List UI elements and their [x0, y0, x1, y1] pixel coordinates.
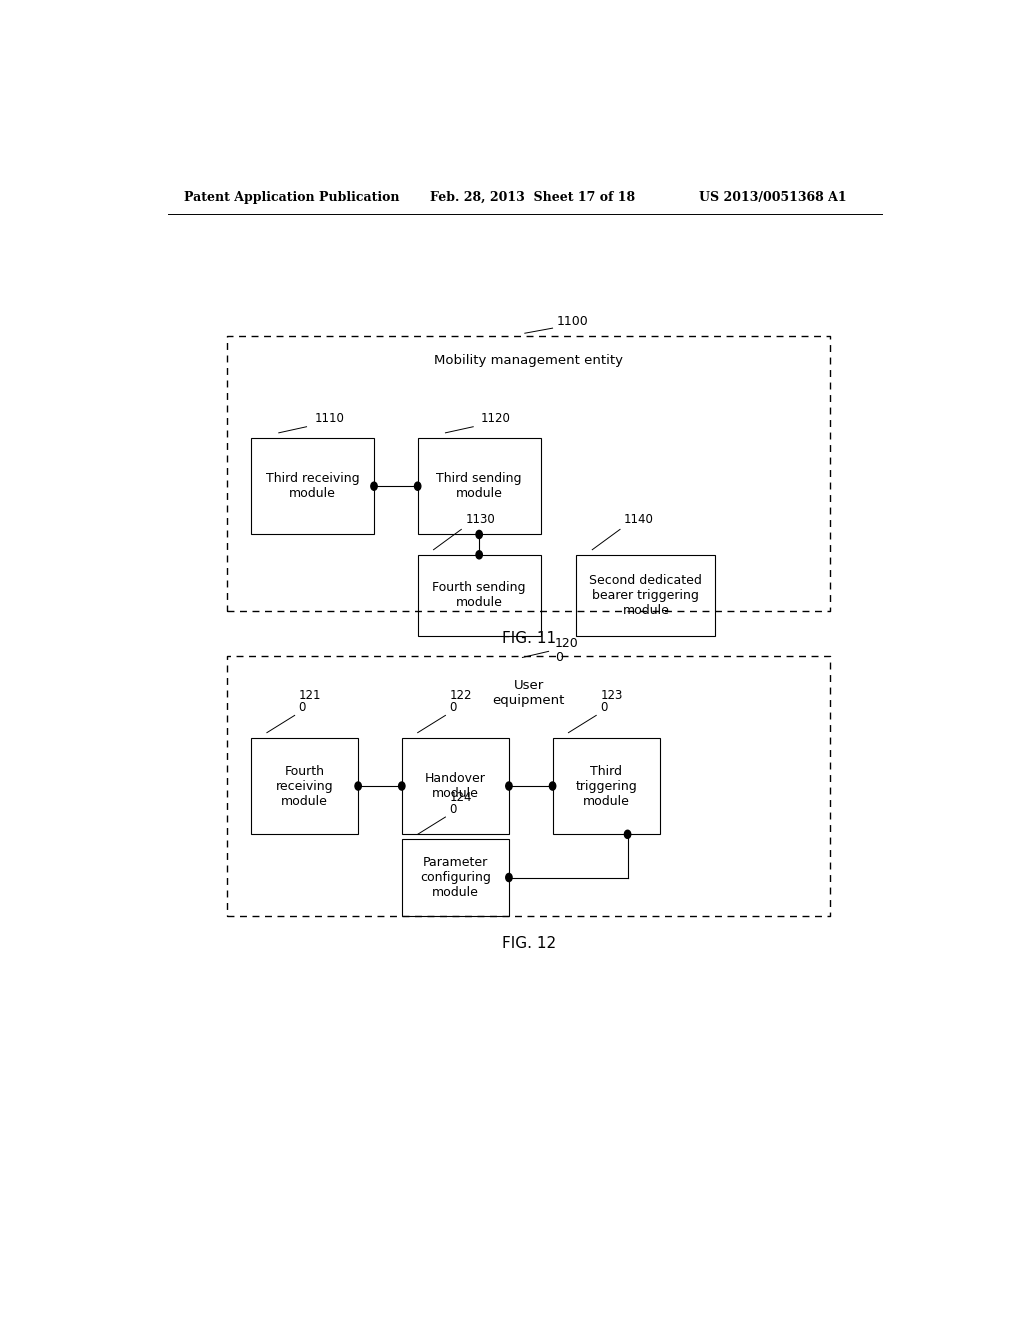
Circle shape [625, 830, 631, 838]
Circle shape [506, 874, 512, 882]
Text: Third receiving
module: Third receiving module [265, 473, 359, 500]
Text: 0: 0 [555, 651, 563, 664]
Bar [401, 738, 509, 834]
Text: 124
0: 124 0 [450, 791, 472, 816]
Bar [418, 554, 541, 636]
Text: 120: 120 [555, 638, 579, 651]
Text: Fourth sending
module: Fourth sending module [432, 581, 526, 610]
Circle shape [398, 781, 404, 791]
Circle shape [415, 482, 421, 490]
Bar [251, 738, 358, 834]
Text: 1140: 1140 [624, 513, 654, 527]
Text: US 2013/0051368 A1: US 2013/0051368 A1 [699, 190, 847, 203]
Text: Patent Application Publication: Patent Application Publication [183, 190, 399, 203]
Text: Handover
module: Handover module [425, 772, 485, 800]
Text: Parameter
configuring
module: Parameter configuring module [420, 855, 490, 899]
Bar [418, 438, 541, 535]
Text: 1110: 1110 [314, 412, 344, 425]
Text: 123
0: 123 0 [600, 689, 623, 714]
Circle shape [476, 550, 482, 558]
Circle shape [355, 781, 361, 791]
Text: 122
0: 122 0 [450, 689, 472, 714]
Bar [251, 438, 374, 535]
Bar [401, 840, 509, 916]
Text: Third
triggering
module: Third triggering module [575, 764, 637, 808]
Text: 1130: 1130 [465, 513, 495, 527]
Text: Mobility management entity: Mobility management entity [434, 354, 624, 367]
Text: User
equipment: User equipment [493, 678, 565, 706]
Text: FIG. 12: FIG. 12 [502, 936, 556, 950]
Text: Fourth
receiving
module: Fourth receiving module [275, 764, 334, 808]
Circle shape [550, 781, 556, 791]
Circle shape [476, 531, 482, 539]
Text: 1100: 1100 [557, 315, 589, 329]
Circle shape [506, 781, 512, 791]
Text: FIG. 11: FIG. 11 [502, 631, 556, 645]
Bar [577, 554, 716, 636]
Text: 121
0: 121 0 [299, 689, 322, 714]
Circle shape [371, 482, 377, 490]
Text: 1120: 1120 [481, 412, 511, 425]
Text: Second dedicated
bearer triggering
module: Second dedicated bearer triggering modul… [590, 574, 702, 616]
Bar [553, 738, 659, 834]
Text: Third sending
module: Third sending module [436, 473, 522, 500]
Text: Feb. 28, 2013  Sheet 17 of 18: Feb. 28, 2013 Sheet 17 of 18 [430, 190, 635, 203]
